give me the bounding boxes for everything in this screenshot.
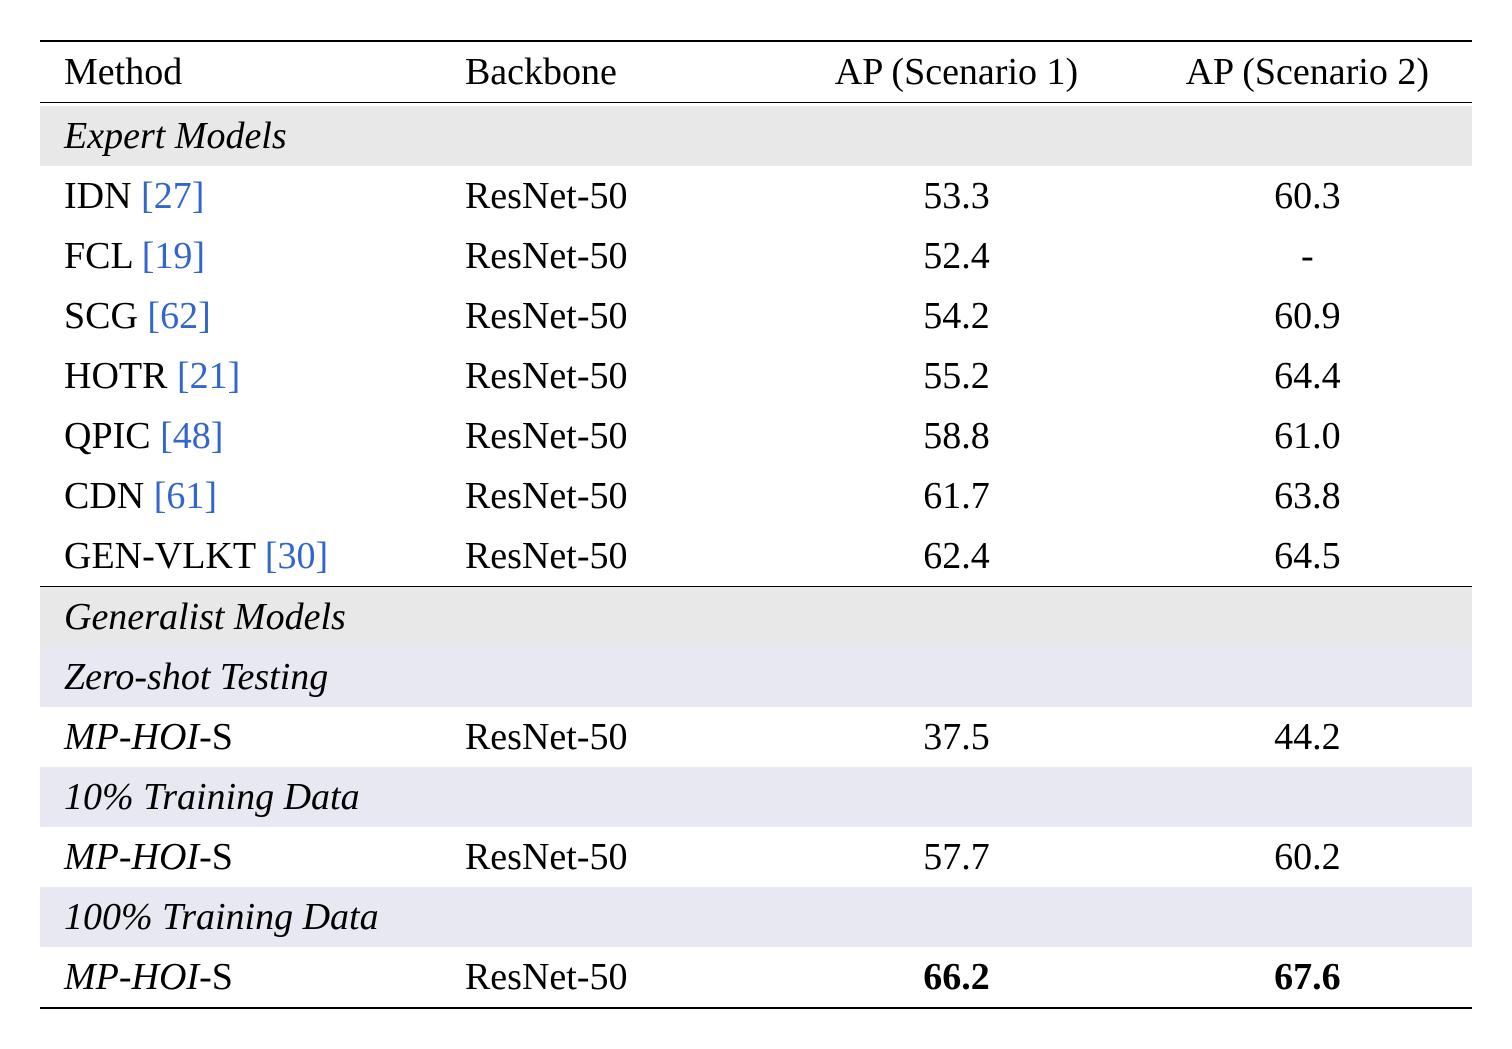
table-row: SCG [62] ResNet-50 54.2 60.9 [40,286,1472,346]
cite-label: [27] [141,175,204,217]
ap2-cell: 44.2 [1143,707,1472,767]
ap1-cell: 57.7 [770,827,1142,887]
backbone-cell: ResNet-50 [441,226,770,286]
ap2-cell: - [1143,226,1472,286]
section-generalist-label: Generalist Models [40,586,1472,647]
method-cell: CDN [61] [40,466,441,526]
method-cell: QPIC [48] [40,406,441,466]
header-ap2: AP (Scenario 2) [1143,41,1472,103]
table-row: GEN-VLKT [30] ResNet-50 62.4 64.5 [40,526,1472,587]
method-cell: MP-HOI-S [40,707,441,767]
table-row: IDN [27] ResNet-50 53.3 60.3 [40,166,1472,226]
method-suffix: -S [199,956,233,998]
cite-label: [19] [142,235,205,277]
table-row: QPIC [48] ResNet-50 58.8 61.0 [40,406,1472,466]
ap2-cell: 64.5 [1143,526,1472,587]
method-label: SCG [64,295,138,337]
ap2-cell: 60.3 [1143,166,1472,226]
subsection-10percent: 10% Training Data [40,767,1472,827]
section-expert-label: Expert Models [40,106,1472,166]
ap1-cell: 55.2 [770,346,1142,406]
method-cell: MP-HOI-S [40,827,441,887]
ap1-cell: 66.2 [770,947,1142,1008]
ap2-cell: 63.8 [1143,466,1472,526]
section-generalist-models: Generalist Models [40,586,1472,647]
ap2-cell: 64.4 [1143,346,1472,406]
subsection-100percent: 100% Training Data [40,887,1472,947]
subsection-100percent-label: 100% Training Data [40,887,1472,947]
ap2-cell: 67.6 [1143,947,1472,1008]
method-prefix: MP-HOI [64,716,199,758]
method-suffix: -S [199,716,233,758]
backbone-cell: ResNet-50 [441,707,770,767]
backbone-cell: ResNet-50 [441,466,770,526]
table-row: MP-HOI-S ResNet-50 37.5 44.2 [40,707,1472,767]
ap1-cell: 62.4 [770,526,1142,587]
method-label: QPIC [64,415,151,457]
subsection-zeroshot: Zero-shot Testing [40,647,1472,707]
results-table: Method Backbone AP (Scenario 1) AP (Scen… [40,40,1472,1009]
ap1-cell: 37.5 [770,707,1142,767]
backbone-cell: ResNet-50 [441,406,770,466]
ap2-cell: 61.0 [1143,406,1472,466]
ap1-cell: 53.3 [770,166,1142,226]
ap2-cell: 60.2 [1143,827,1472,887]
results-table-container: Method Backbone AP (Scenario 1) AP (Scen… [40,40,1472,1009]
method-prefix: MP-HOI [64,836,199,878]
method-cell: MP-HOI-S [40,947,441,1008]
backbone-cell: ResNet-50 [441,166,770,226]
backbone-cell: ResNet-50 [441,526,770,587]
method-cell: SCG [62] [40,286,441,346]
ap1-cell: 54.2 [770,286,1142,346]
header-ap1: AP (Scenario 1) [770,41,1142,103]
method-cell: IDN [27] [40,166,441,226]
method-label: CDN [64,475,144,517]
header-backbone: Backbone [441,41,770,103]
header-method: Method [40,41,441,103]
backbone-cell: ResNet-50 [441,827,770,887]
backbone-cell: ResNet-50 [441,346,770,406]
table-row: MP-HOI-S ResNet-50 57.7 60.2 [40,827,1472,887]
method-suffix: -S [199,836,233,878]
table-row: CDN [61] ResNet-50 61.7 63.8 [40,466,1472,526]
section-expert-models: Expert Models [40,106,1472,166]
method-label: IDN [64,175,132,217]
method-label: HOTR [64,355,167,397]
method-cell: HOTR [21] [40,346,441,406]
method-label: GEN-VLKT [64,535,255,577]
backbone-cell: ResNet-50 [441,947,770,1008]
cite-label: [30] [265,535,328,577]
cite-label: [21] [177,355,240,397]
ap1-cell: 58.8 [770,406,1142,466]
table-row: HOTR [21] ResNet-50 55.2 64.4 [40,346,1472,406]
ap1-cell: 52.4 [770,226,1142,286]
cite-label: [48] [160,415,223,457]
method-cell: FCL [19] [40,226,441,286]
ap2-cell: 60.9 [1143,286,1472,346]
cite-label: [62] [147,295,210,337]
subsection-zeroshot-label: Zero-shot Testing [40,647,1472,707]
cite-label: [61] [154,475,217,517]
method-prefix: MP-HOI [64,956,199,998]
subsection-10percent-label: 10% Training Data [40,767,1472,827]
method-cell: GEN-VLKT [30] [40,526,441,587]
table-header-row: Method Backbone AP (Scenario 1) AP (Scen… [40,41,1472,103]
method-label: FCL [64,235,132,277]
table-row: MP-HOI-S ResNet-50 66.2 67.6 [40,947,1472,1008]
table-row: FCL [19] ResNet-50 52.4 - [40,226,1472,286]
backbone-cell: ResNet-50 [441,286,770,346]
ap1-cell: 61.7 [770,466,1142,526]
